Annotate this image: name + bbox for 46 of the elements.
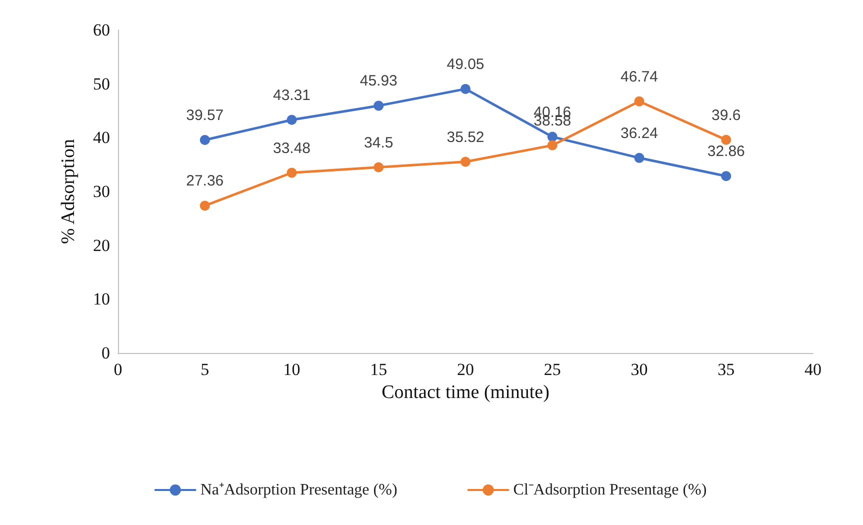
y-tick-label: 50: [93, 74, 110, 94]
point: [721, 134, 732, 145]
point: [286, 168, 297, 178]
point: [460, 156, 470, 167]
x-tick-label: 30: [630, 360, 648, 379]
x-tick-label: 10: [283, 360, 300, 379]
y-tick-label: 40: [93, 128, 110, 148]
x-tick-label: 25: [544, 360, 561, 379]
y-tick-label: 30: [93, 182, 110, 201]
point: [286, 114, 297, 125]
point: [374, 162, 384, 172]
y-tick-label: 10: [93, 290, 110, 309]
data-label: 45.93: [360, 72, 398, 90]
point: [547, 140, 558, 150]
data-label: 43.31: [272, 86, 311, 104]
x-tick-label: 40: [804, 360, 822, 379]
data-label: 49.05: [446, 56, 484, 73]
data-label: 34.5: [364, 134, 394, 152]
data-label: 36.24: [620, 124, 658, 142]
point: [460, 84, 470, 94]
y-axis-title: % Adsorption: [58, 138, 79, 244]
x-tick-label: 15: [370, 360, 388, 379]
x-tick-label: 35: [718, 360, 735, 379]
point: [721, 171, 732, 182]
x-axis-title: Contact time (minute): [382, 382, 550, 403]
point: [200, 134, 210, 145]
y-tick-label: 20: [93, 236, 110, 255]
legend-label: Cl⁻Adsorption Presentage (%): [513, 482, 707, 498]
legend-label: Na⁺Adsorption Presentage (%): [200, 482, 398, 498]
point: [634, 152, 644, 163]
x-tick-label: 5: [200, 360, 210, 379]
x-tick-label: 20: [457, 360, 474, 379]
data-label: 39.57: [186, 106, 224, 124]
x-tick-label: 0: [114, 360, 122, 379]
data-label: 39.6: [712, 106, 741, 124]
data-label: 33.48: [272, 140, 311, 157]
data-label: 27.36: [186, 172, 224, 190]
point: [200, 200, 210, 211]
point: [374, 100, 384, 111]
data-label: 32.86: [707, 143, 745, 160]
y-tick-label: 60: [93, 20, 110, 40]
point: [547, 132, 558, 142]
data-label: 46.74: [620, 68, 658, 86]
point: [634, 96, 644, 106]
y-tick-label: 0: [102, 344, 110, 362]
data-label: 35.52: [446, 128, 484, 146]
